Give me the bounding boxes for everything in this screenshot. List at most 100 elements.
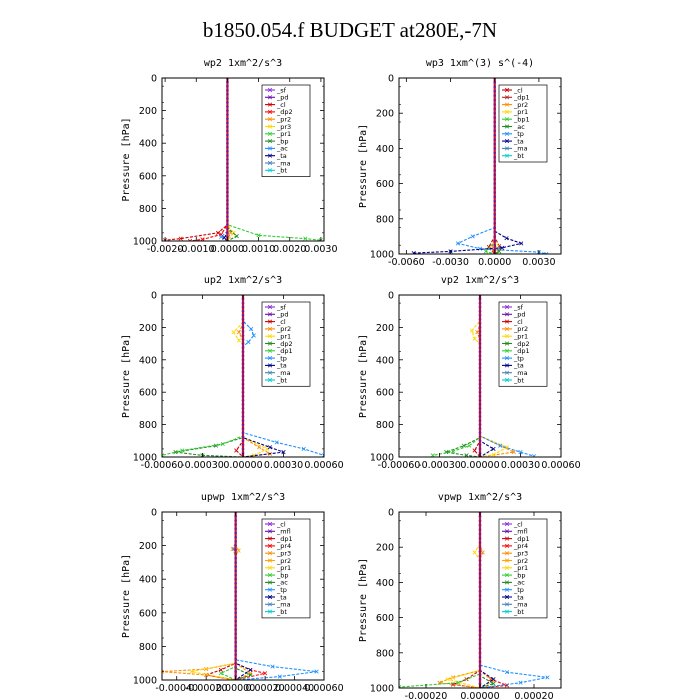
legend-label: _ac xyxy=(276,145,288,153)
zero-profile-marker xyxy=(478,309,482,313)
y-tick-label: 800 xyxy=(376,648,394,659)
zero-profile-marker xyxy=(478,638,482,641)
zero-profile-marker xyxy=(478,346,482,349)
zero-profile-marker xyxy=(478,313,482,317)
zero-profile-marker xyxy=(226,125,229,129)
legend-label: _pr1 xyxy=(513,108,528,116)
series-point_ta xyxy=(504,236,509,241)
zero-profile-marker xyxy=(478,673,482,677)
legend-label: _bp1 xyxy=(513,116,530,124)
zero-profile-marker xyxy=(478,620,482,624)
legend-label: _bt xyxy=(513,376,524,384)
legend-label: _bp xyxy=(276,571,289,579)
panel-title: vpwp 1xm^2/s^3 xyxy=(438,492,522,503)
zero-profile-marker xyxy=(493,133,497,137)
zero-profile-marker xyxy=(234,548,237,552)
plot-frame xyxy=(398,77,562,255)
legend-label: _cl xyxy=(276,318,286,326)
zero-profile-marker xyxy=(241,366,245,370)
series-line_dp1 xyxy=(206,512,237,680)
series-line_pr3 xyxy=(162,512,237,680)
series-point_pr1 xyxy=(303,236,308,241)
zero-profile-marker xyxy=(493,186,497,190)
zero-profile-marker xyxy=(234,615,237,619)
zero-profile-marker xyxy=(478,342,482,345)
zero-profile-marker xyxy=(478,629,482,633)
zero-profile-marker xyxy=(493,169,497,172)
legend-marker xyxy=(267,326,273,331)
legend-marker xyxy=(267,160,273,166)
zero-profile-marker xyxy=(478,532,482,536)
zero-profile-marker xyxy=(478,334,482,337)
zero-profile-marker xyxy=(241,370,245,374)
zero-profile-marker xyxy=(478,301,482,305)
legend-marker xyxy=(504,565,510,570)
x-tick-label: -0.00030 xyxy=(418,460,461,471)
series-point_ta xyxy=(222,235,227,240)
x-tick-label: -0.00020 xyxy=(405,691,448,700)
zero-profile-marker xyxy=(478,651,482,655)
legend-label: _pr1 xyxy=(276,130,291,138)
zero-profile-marker xyxy=(234,582,237,585)
series-point_ac xyxy=(219,234,224,240)
zero-profile-marker xyxy=(493,226,497,229)
zero-profile-marker xyxy=(478,664,482,668)
zero-profile-marker xyxy=(493,116,497,119)
zero-profile-marker xyxy=(493,243,497,247)
x-tick-label: -0.00030 xyxy=(181,460,224,471)
series-line_dp2 xyxy=(189,78,228,241)
zero-profile-marker xyxy=(493,199,497,203)
y-tick-label: 0 xyxy=(388,291,394,302)
x-tick-label: -0.00060 xyxy=(141,460,184,471)
legend-marker xyxy=(267,146,273,151)
legend-label: _pr4 xyxy=(513,542,528,550)
zero-profile-marker xyxy=(241,403,245,406)
zero-profile-marker xyxy=(234,523,237,526)
legend-marker xyxy=(267,334,273,339)
zero-profile-marker xyxy=(493,98,497,102)
legend-label: _pd xyxy=(513,311,526,319)
x-tick-label: 0.0000 xyxy=(211,244,244,255)
zero-profile-marker xyxy=(241,394,245,398)
legend-marker xyxy=(504,326,510,331)
zero-profile-marker xyxy=(478,447,482,451)
zero-profile-marker xyxy=(478,550,482,553)
legend-marker xyxy=(504,117,510,122)
zero-profile-marker xyxy=(226,97,229,100)
zero-profile-marker xyxy=(478,559,482,562)
legend-label: _ma xyxy=(276,159,291,167)
zero-profile-marker xyxy=(478,642,482,646)
zero-profile-marker xyxy=(478,386,482,390)
zero-profile-marker xyxy=(478,603,482,606)
zero-profile-marker xyxy=(241,358,245,362)
y-tick-label: 600 xyxy=(139,388,157,399)
zero-profile-marker xyxy=(493,177,497,181)
series-point_cl xyxy=(178,236,183,241)
y-tick-label: 200 xyxy=(139,541,157,552)
legend-marker xyxy=(504,139,510,144)
x-tick-label: 0.0010 xyxy=(242,244,275,255)
panel-2: wp3 1xm^(3) s^(-4) Pressure [hPa] 0 200 400 6… xyxy=(358,58,562,268)
series-point_tp xyxy=(544,251,549,254)
zero-profile-marker xyxy=(493,173,497,177)
legend-marker xyxy=(504,348,510,353)
series-point_pr2 xyxy=(236,548,241,553)
zero-profile-marker xyxy=(226,84,229,88)
legend-label: _pr2 xyxy=(276,325,291,333)
zero-profile-marker xyxy=(241,423,245,426)
y-tick-label: 0 xyxy=(388,74,394,85)
zero-profile-marker xyxy=(234,531,237,535)
zero-profile-marker xyxy=(478,399,482,402)
zero-profile-marker xyxy=(241,378,245,382)
series-point_bp xyxy=(218,671,223,676)
y-tick-label: 200 xyxy=(139,106,157,117)
legend-marker xyxy=(504,124,510,129)
x-tick-label: 0.00030 xyxy=(501,460,540,471)
zero-profile-marker xyxy=(493,85,497,89)
series-line_dp1 xyxy=(432,295,481,456)
series-point_bp xyxy=(399,685,402,688)
x-tick-label: 0.00000 xyxy=(460,460,499,471)
zero-profile-marker xyxy=(241,301,245,305)
zero-profile-marker xyxy=(478,362,482,366)
zero-profile-marker xyxy=(241,305,245,309)
